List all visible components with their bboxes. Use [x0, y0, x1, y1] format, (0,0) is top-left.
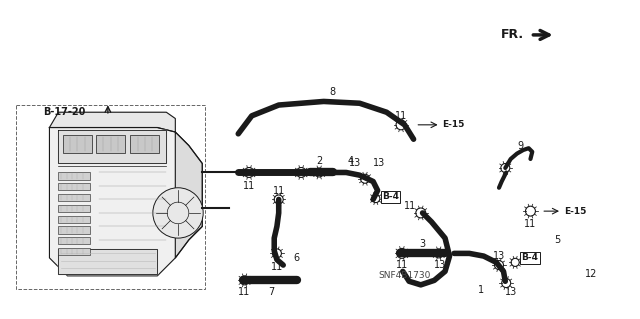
Text: 11: 11	[273, 186, 285, 197]
Bar	[63, 135, 92, 153]
Polygon shape	[611, 256, 640, 289]
Text: E-15: E-15	[564, 207, 586, 216]
Bar	[58, 183, 90, 190]
Bar	[96, 135, 125, 153]
Text: 2: 2	[316, 156, 323, 166]
Bar	[16, 105, 205, 289]
Bar	[58, 205, 90, 212]
Text: 3: 3	[419, 239, 426, 249]
Circle shape	[153, 188, 203, 238]
Text: 11: 11	[395, 111, 407, 121]
Polygon shape	[49, 128, 202, 276]
Bar	[58, 216, 90, 223]
Text: 13: 13	[349, 159, 361, 168]
Polygon shape	[49, 112, 175, 132]
Text: 11: 11	[271, 262, 283, 272]
Text: 11: 11	[524, 219, 536, 229]
Polygon shape	[175, 132, 202, 258]
Bar	[58, 237, 90, 244]
Text: 13: 13	[504, 287, 517, 297]
Text: 13: 13	[493, 251, 505, 261]
Text: 5: 5	[554, 235, 561, 245]
Text: 9: 9	[517, 140, 523, 151]
Polygon shape	[58, 249, 157, 274]
Text: B-17-20: B-17-20	[44, 107, 86, 117]
Bar	[58, 226, 90, 234]
Text: 11: 11	[404, 201, 416, 211]
Text: 11: 11	[243, 181, 255, 191]
Bar	[58, 173, 90, 180]
Bar	[131, 135, 159, 153]
Text: B-4: B-4	[522, 253, 538, 263]
Text: 7: 7	[268, 287, 275, 297]
Text: 12: 12	[586, 269, 598, 279]
Polygon shape	[58, 130, 166, 163]
Text: 1: 1	[478, 285, 484, 295]
Bar	[58, 248, 90, 255]
Text: SNF4B1730: SNF4B1730	[378, 271, 431, 280]
Text: FR.: FR.	[501, 28, 524, 41]
Text: 11: 11	[239, 287, 251, 297]
Text: 4: 4	[348, 156, 354, 166]
Text: 6: 6	[294, 253, 300, 263]
Text: 11: 11	[396, 260, 408, 270]
Text: 8: 8	[330, 86, 336, 97]
Text: E-15: E-15	[442, 120, 465, 129]
Text: B-4: B-4	[382, 192, 399, 201]
Text: 13: 13	[435, 260, 447, 270]
Bar	[58, 194, 90, 201]
Text: 13: 13	[373, 159, 385, 168]
